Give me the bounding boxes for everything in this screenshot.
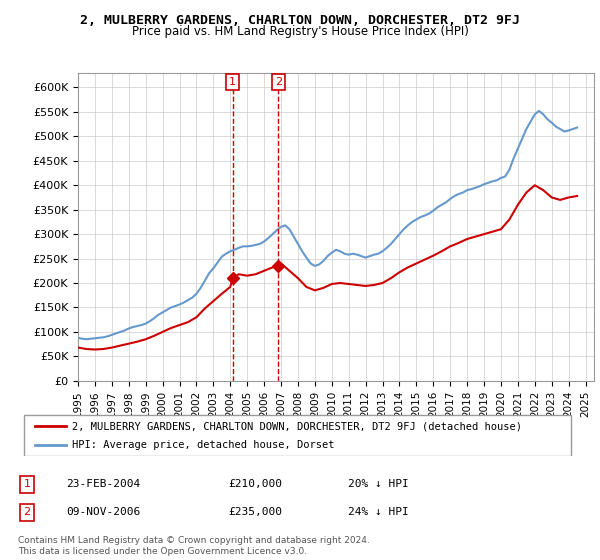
FancyBboxPatch shape bbox=[23, 416, 571, 456]
Text: £210,000: £210,000 bbox=[228, 479, 282, 489]
Text: 2: 2 bbox=[275, 77, 282, 87]
Text: Contains HM Land Registry data © Crown copyright and database right 2024.
This d: Contains HM Land Registry data © Crown c… bbox=[18, 536, 370, 556]
Text: 1: 1 bbox=[229, 77, 236, 87]
Text: 23-FEB-2004: 23-FEB-2004 bbox=[66, 479, 140, 489]
Text: HPI: Average price, detached house, Dorset: HPI: Average price, detached house, Dors… bbox=[71, 440, 334, 450]
Text: 2: 2 bbox=[23, 507, 31, 517]
Text: 2, MULBERRY GARDENS, CHARLTON DOWN, DORCHESTER, DT2 9FJ: 2, MULBERRY GARDENS, CHARLTON DOWN, DORC… bbox=[80, 14, 520, 27]
Text: 1: 1 bbox=[23, 479, 31, 489]
Text: 2, MULBERRY GARDENS, CHARLTON DOWN, DORCHESTER, DT2 9FJ (detached house): 2, MULBERRY GARDENS, CHARLTON DOWN, DORC… bbox=[71, 421, 521, 431]
Text: 09-NOV-2006: 09-NOV-2006 bbox=[66, 507, 140, 517]
Text: Price paid vs. HM Land Registry's House Price Index (HPI): Price paid vs. HM Land Registry's House … bbox=[131, 25, 469, 38]
Text: 20% ↓ HPI: 20% ↓ HPI bbox=[348, 479, 409, 489]
Text: £235,000: £235,000 bbox=[228, 507, 282, 517]
Text: 24% ↓ HPI: 24% ↓ HPI bbox=[348, 507, 409, 517]
